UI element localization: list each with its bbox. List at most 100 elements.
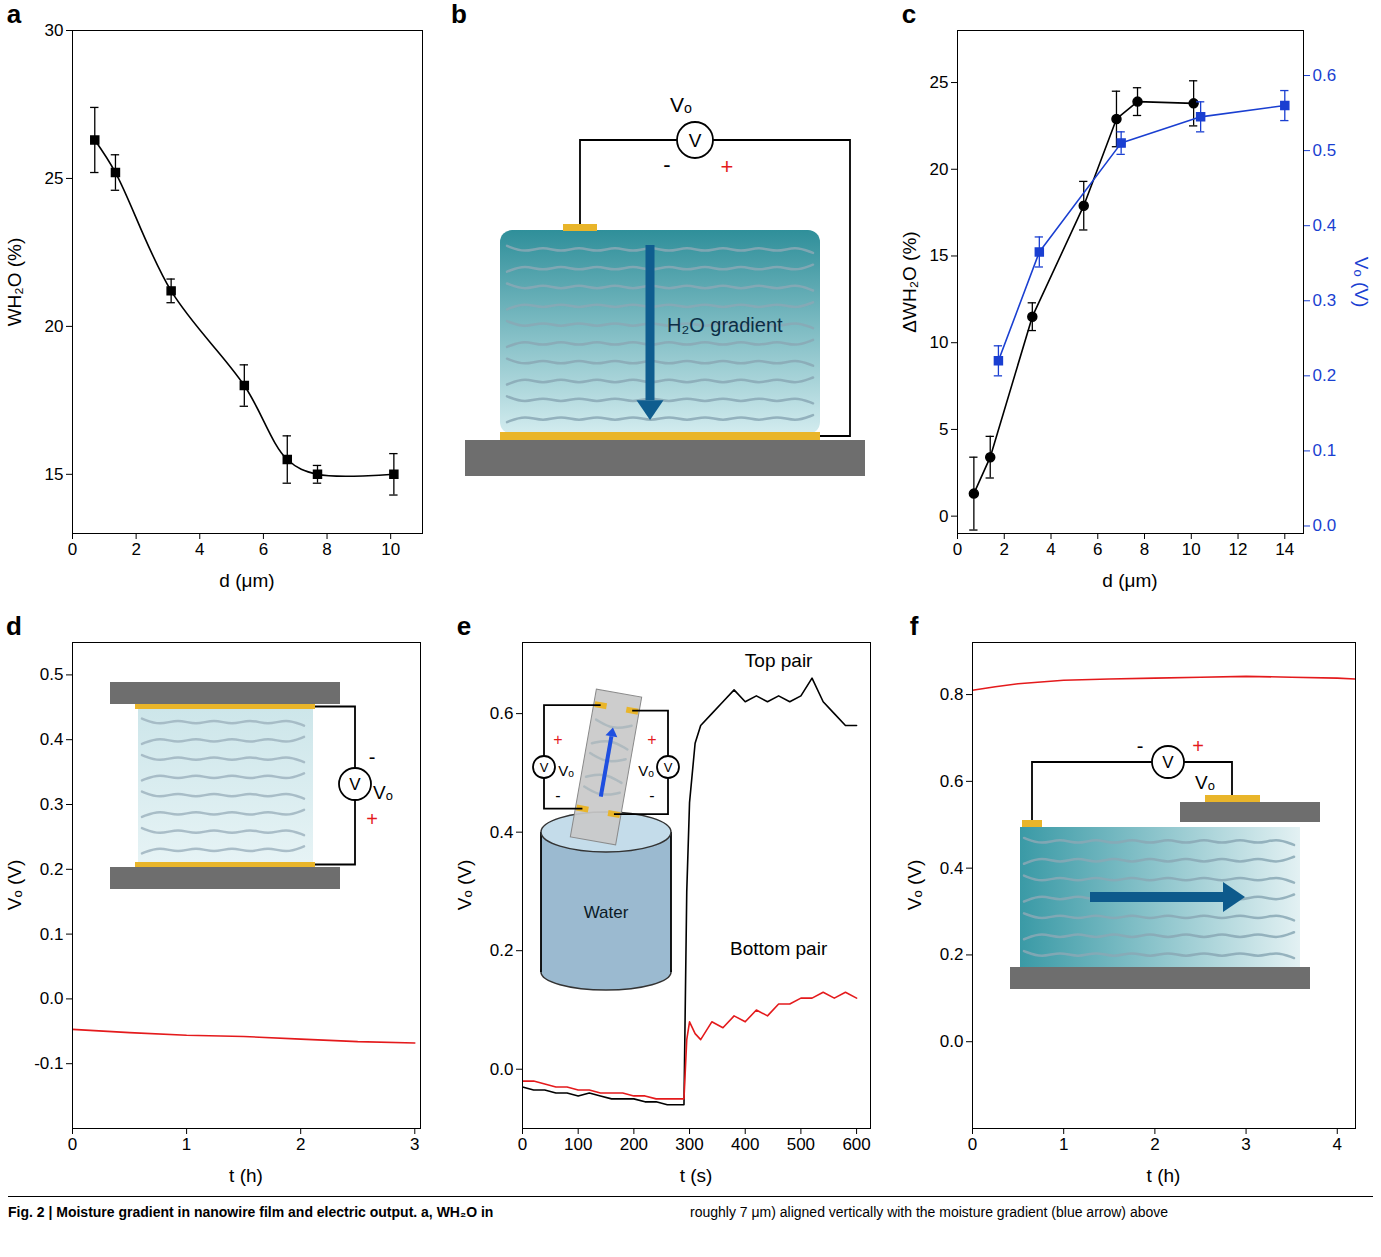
html-text:Vₒ (V): Vₒ (V) xyxy=(903,859,925,911)
svg-text:H₂O gradient: H₂O gradient xyxy=(667,314,783,336)
svg-text:0.4: 0.4 xyxy=(40,730,64,749)
svg-text:-0.1: -0.1 xyxy=(34,1054,63,1073)
svg-text:10: 10 xyxy=(930,333,949,352)
svg-text:2: 2 xyxy=(1000,540,1009,559)
svg-text:0.3: 0.3 xyxy=(40,795,64,814)
html-text:ΔWH₂O (%): ΔWH₂O (%) xyxy=(898,230,920,333)
svg-text:0.2: 0.2 xyxy=(40,860,64,879)
svg-text:25: 25 xyxy=(930,73,949,92)
html-text:Vₒ (V): Vₒ (V) xyxy=(453,859,475,911)
svg-text:14: 14 xyxy=(1275,540,1294,559)
svg-text:6: 6 xyxy=(259,540,268,559)
svg-text:20: 20 xyxy=(45,317,64,336)
svg-text:20: 20 xyxy=(930,160,949,179)
svg-text:-: - xyxy=(1137,735,1144,757)
svg-text:200: 200 xyxy=(620,1135,648,1154)
svg-text:8: 8 xyxy=(322,540,331,559)
html-text:t (s): t (s) xyxy=(679,1164,713,1186)
svg-text:0.4: 0.4 xyxy=(1313,216,1337,235)
svg-text:0.4: 0.4 xyxy=(490,823,514,842)
svg-text:0.5: 0.5 xyxy=(1313,141,1337,160)
html-text:d (μm): d (μm) xyxy=(1102,569,1158,591)
svg-text:Vₒ: Vₒ xyxy=(638,762,654,779)
svg-text:V: V xyxy=(540,760,549,775)
svg-text:0.6: 0.6 xyxy=(940,772,964,791)
svg-text:Vₒ: Vₒ xyxy=(670,93,692,116)
svg-text:-: - xyxy=(369,746,376,768)
svg-text:1: 1 xyxy=(1059,1135,1068,1154)
svg-text:3: 3 xyxy=(1241,1135,1250,1154)
svg-text:0: 0 xyxy=(518,1135,527,1154)
svg-text:Water: Water xyxy=(584,903,629,922)
svg-text:0: 0 xyxy=(68,1135,77,1154)
svg-text:+: + xyxy=(647,731,656,748)
svg-text:0.2: 0.2 xyxy=(490,941,514,960)
svg-text:-: - xyxy=(663,152,670,177)
svg-text:500: 500 xyxy=(787,1135,815,1154)
svg-text:0.2: 0.2 xyxy=(940,945,964,964)
svg-text:15: 15 xyxy=(45,465,64,484)
svg-text:0.0: 0.0 xyxy=(490,1060,514,1079)
svg-text:0.6: 0.6 xyxy=(1313,66,1337,85)
svg-text:-: - xyxy=(649,787,654,804)
svg-text:+: + xyxy=(1192,735,1204,757)
svg-text:0.0: 0.0 xyxy=(940,1032,964,1051)
svg-text:0.2: 0.2 xyxy=(1313,366,1337,385)
svg-text:+: + xyxy=(366,808,378,830)
svg-text:25: 25 xyxy=(45,169,64,188)
svg-text:30: 30 xyxy=(45,21,64,40)
svg-text:4: 4 xyxy=(195,540,204,559)
svg-text:V: V xyxy=(664,760,673,775)
html-text:t (h): t (h) xyxy=(1146,1164,1181,1186)
svg-text:-: - xyxy=(555,787,560,804)
svg-text:Vₒ: Vₒ xyxy=(558,762,574,779)
html-text:t (h): t (h) xyxy=(229,1164,263,1186)
svg-text:Bottom pair: Bottom pair xyxy=(730,938,828,959)
svg-text:0: 0 xyxy=(953,540,962,559)
svg-text:5: 5 xyxy=(939,420,948,439)
svg-text:Vₒ: Vₒ xyxy=(1195,772,1215,793)
svg-text:0.5: 0.5 xyxy=(40,665,64,684)
svg-text:+: + xyxy=(553,731,562,748)
html-text:a: a xyxy=(6,0,22,29)
svg-text:2: 2 xyxy=(296,1135,305,1154)
svg-text:2: 2 xyxy=(1150,1135,1159,1154)
html-text:Vₒ (V): Vₒ (V) xyxy=(1350,256,1372,307)
svg-text:600: 600 xyxy=(842,1135,870,1154)
svg-text:8: 8 xyxy=(1140,540,1149,559)
html-text:Vₒ (V): Vₒ (V) xyxy=(3,859,25,911)
svg-text:0: 0 xyxy=(939,507,948,526)
svg-text:4: 4 xyxy=(1046,540,1055,559)
svg-text:0.1: 0.1 xyxy=(1313,441,1337,460)
svg-text:0.0: 0.0 xyxy=(40,989,64,1008)
svg-text:300: 300 xyxy=(675,1135,703,1154)
svg-text:0.1: 0.1 xyxy=(40,925,64,944)
html-text:c: c xyxy=(901,0,917,29)
svg-text:0.8: 0.8 xyxy=(940,685,964,704)
html-text:d (μm): d (μm) xyxy=(219,569,275,591)
svg-text:0.4: 0.4 xyxy=(940,859,964,878)
svg-text:4: 4 xyxy=(1333,1135,1342,1154)
svg-text:Top pair: Top pair xyxy=(745,650,813,671)
svg-text:12: 12 xyxy=(1229,540,1248,559)
svg-text:10: 10 xyxy=(381,540,400,559)
svg-text:V: V xyxy=(349,775,361,794)
svg-text:6: 6 xyxy=(1093,540,1102,559)
svg-text:1: 1 xyxy=(182,1135,191,1154)
svg-text:100: 100 xyxy=(564,1135,592,1154)
svg-text:V: V xyxy=(1162,753,1174,772)
svg-text:Vₒ: Vₒ xyxy=(373,782,393,803)
svg-text:2: 2 xyxy=(131,540,140,559)
svg-text:0: 0 xyxy=(968,1135,977,1154)
svg-text:V: V xyxy=(689,130,702,151)
svg-text:0.0: 0.0 xyxy=(1313,516,1337,535)
svg-text:3: 3 xyxy=(410,1135,419,1154)
svg-text:0.3: 0.3 xyxy=(1313,291,1337,310)
svg-text:400: 400 xyxy=(731,1135,759,1154)
svg-text:+: + xyxy=(721,154,734,179)
svg-text:15: 15 xyxy=(930,246,949,265)
svg-text:10: 10 xyxy=(1182,540,1201,559)
html-text:WH₂O (%): WH₂O (%) xyxy=(3,237,25,326)
svg-text:0.6: 0.6 xyxy=(490,704,514,723)
svg-text:0: 0 xyxy=(68,540,77,559)
